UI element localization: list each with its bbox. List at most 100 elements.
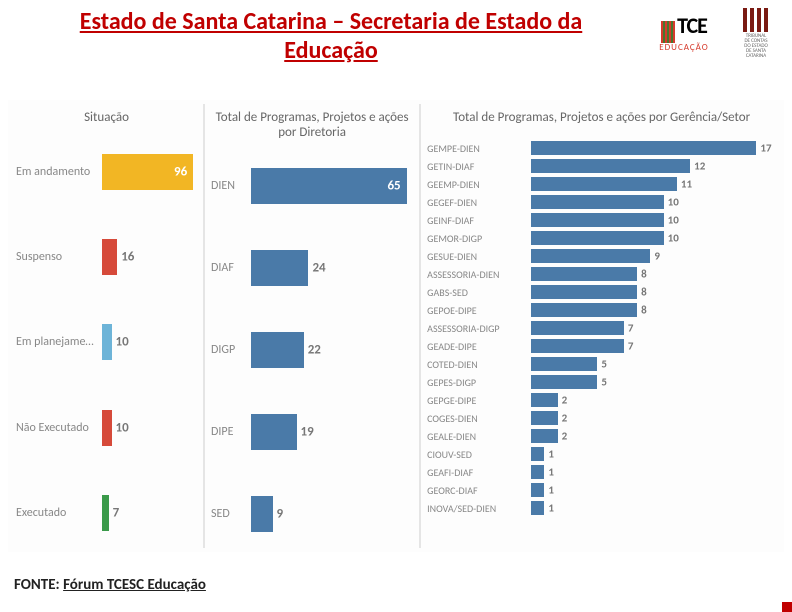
chart-bars: Em andamento96Suspenso16Em planejamento1… [10, 137, 203, 548]
bar-row: GEPOE-DIPE8 [427, 303, 776, 317]
bar-row: GEGEF-DIEN10 [427, 195, 776, 209]
bar-row: Suspenso16 [16, 239, 197, 275]
chart-panel: Total de Programas, Projetos e ações por… [203, 104, 419, 548]
bar-value: 7 [628, 322, 634, 335]
bar-row: Em andamento 96 [16, 154, 197, 190]
bar: 22 [251, 332, 304, 368]
bar: 10 [102, 410, 112, 446]
bar-row: ASSESSORIA-DIGP7 [427, 321, 776, 335]
bar-label: DIAF [211, 261, 251, 275]
bar-value: 1 [548, 484, 554, 497]
bar-row: CIOUV-SED1 [427, 447, 776, 461]
bar-label: Não Executado [16, 421, 102, 435]
bar-label: GESUE-DIEN [427, 250, 531, 263]
logo-tce-educacao: TCE EDUCAÇÃO [644, 15, 724, 51]
bar-value: 10 [116, 335, 129, 350]
logo-tribunal: TRIBUNALDE CONTASDO ESTADODE SANTACATARI… [732, 8, 780, 59]
bar-label: ASSESSORIA-DIEN [427, 268, 531, 281]
bar: 19 [251, 414, 297, 450]
bar-row: Executado7 [16, 495, 197, 531]
chart-bars: DIEN65DIAF24DIGP22DIPE19SED9 [205, 152, 419, 548]
bar: 8 [531, 303, 637, 317]
bar: 8 [531, 267, 637, 281]
bar: 11 [531, 177, 677, 191]
bar-value: 2 [562, 394, 568, 407]
bar-row: SED9 [211, 496, 413, 532]
bar-label: GEMPE-DIEN [427, 142, 531, 155]
bar-row: COTED-DIEN5 [427, 357, 776, 371]
bar-row: GEEMP-DIEN11 [427, 177, 776, 191]
bar: 10 [531, 195, 663, 209]
bar-label: DIEN [211, 179, 251, 193]
bar-value: 10 [668, 196, 679, 209]
bar-label: GEAFI-DIAF [427, 466, 531, 479]
bar: 65 [251, 168, 407, 204]
bar-label: GEINF-DIAF [427, 214, 531, 227]
chart-panel: Total de Programas, Projetos e ações por… [419, 104, 782, 548]
bar-row: GEALE-DIEN2 [427, 429, 776, 443]
bar-value: 2 [562, 412, 568, 425]
bar-value: 1 [548, 502, 554, 515]
bar: 2 [531, 429, 557, 443]
bar: 1 [531, 483, 544, 497]
chart-title: Situação [10, 104, 203, 137]
bar: 7 [531, 321, 624, 335]
bar-label: INOVA/SED-DIEN [427, 502, 531, 515]
bar-label: GEMOR-DIGP [427, 232, 531, 245]
bar: 2 [531, 393, 557, 407]
bar: 17 [531, 141, 756, 155]
chart-title: Total de Programas, Projetos e ações por… [421, 104, 782, 137]
bar-value: 2 [562, 430, 568, 443]
bar-label: GEADE-DIPE [427, 340, 531, 353]
bar: 9 [531, 249, 650, 263]
bar-label: Em andamento [16, 165, 102, 179]
bar-value: 8 [641, 286, 647, 299]
bar-row: GEAFI-DIAF 1 [427, 465, 776, 479]
bar: 10 [531, 231, 663, 245]
bar-label: CIOUV-SED [427, 448, 531, 461]
bar-row: DIEN65 [211, 168, 413, 204]
bar-value: 17 [760, 142, 771, 155]
bar-label: COGES-DIEN [427, 412, 531, 425]
bar-row: GEMOR-DIGP10 [427, 231, 776, 245]
header: Estado de Santa Catarina – Secretaria de… [0, 0, 792, 70]
bar-value: 7 [628, 340, 634, 353]
bar-value: 1 [548, 466, 554, 479]
bar-row: DIGP22 [211, 332, 413, 368]
bar: 24 [251, 250, 308, 286]
logo-tribunal-text: TRIBUNALDE CONTASDO ESTADODE SANTACATARI… [732, 34, 780, 59]
bar: 1 [531, 447, 544, 461]
bar-value: 19 [301, 425, 314, 440]
bar-value: 12 [694, 160, 705, 173]
bar-label: GEGEF-DIEN [427, 196, 531, 209]
bar-value: 10 [668, 232, 679, 245]
bar-value: 9 [277, 507, 284, 522]
bar: 7 [102, 495, 109, 531]
bar-label: GETIN-DIAF [427, 160, 531, 173]
bar-value: 1 [548, 448, 554, 461]
bar-row: DIAF24 [211, 250, 413, 286]
bar-value: 22 [308, 343, 321, 358]
bar-row: INOVA/SED-DIEN 1 [427, 501, 776, 515]
bar: 10 [102, 324, 112, 360]
bar-value: 10 [668, 214, 679, 227]
bar-value: 10 [116, 420, 129, 435]
bar: 2 [531, 411, 557, 425]
bar-label: GEPES-DIGP [427, 376, 531, 389]
bar: 9 [251, 496, 273, 532]
chart-panel: SituaçãoEm andamento96Suspenso16Em plane… [10, 104, 203, 548]
bar-label: Suspenso [16, 250, 102, 264]
bar-label: GEPGE-DIPE [427, 394, 531, 407]
source-label: FONTE: [14, 576, 60, 594]
bar: 7 [531, 339, 624, 353]
chart-bars: GEMPE-DIEN17GETIN-DIAF12GEEMP-DIEN11GEGE… [421, 137, 782, 548]
bar-value: 7 [113, 506, 120, 521]
bar-row: GESUE-DIEN9 [427, 249, 776, 263]
bar-row: GEINF-DIAF10 [427, 213, 776, 227]
bar: 10 [531, 213, 663, 227]
bar-label: SED [211, 507, 251, 521]
source-footer: FONTE: Fórum TCESC Educação [14, 576, 206, 594]
bar: 96 [102, 154, 193, 190]
bar-value: 96 [174, 164, 187, 179]
chart-title: Total de Programas, Projetos e ações por… [205, 104, 419, 152]
